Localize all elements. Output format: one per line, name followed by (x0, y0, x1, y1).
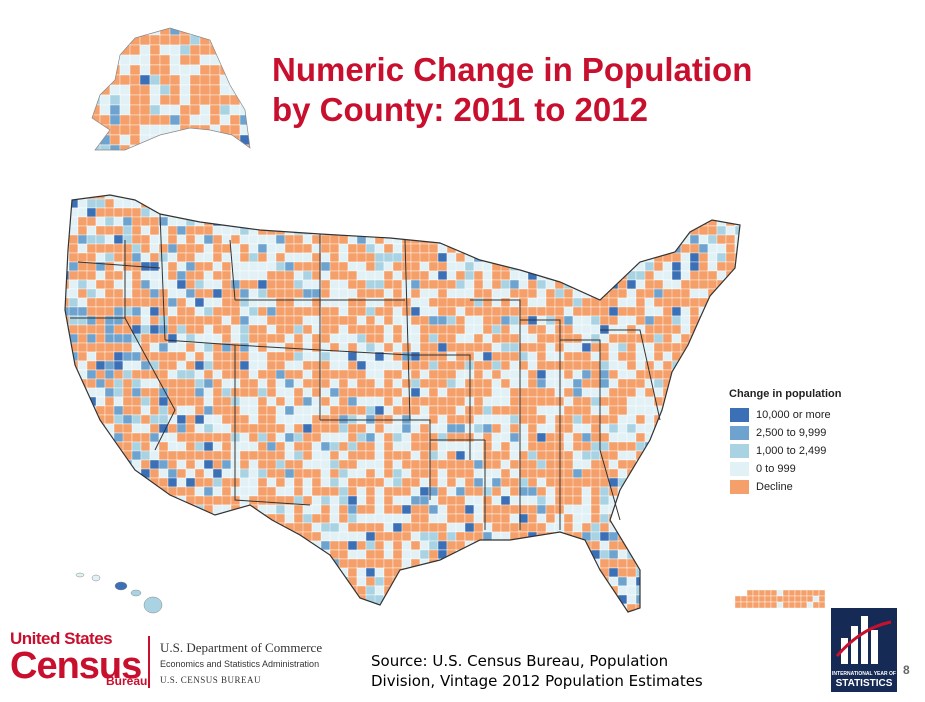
legend-item: 10,000 or more (729, 406, 841, 424)
legend-item: Decline (729, 478, 841, 496)
legend-label: 10,000 or more (756, 409, 831, 421)
legend-label: Decline (756, 481, 793, 493)
title-line-2: by County: 2011 to 2012 (272, 91, 648, 128)
international-year-of-statistics-logo: INTERNATIONAL YEAR OF STATISTICS (831, 608, 897, 692)
alaska-outline (91, 27, 251, 151)
legend-label: 1,000 to 2,499 (756, 445, 827, 457)
iys-bars-icon (835, 616, 892, 664)
legend-item: 1,000 to 2,499 (729, 442, 841, 460)
legend-item: 2,500 to 9,999 (729, 424, 841, 442)
census-logo-bureau: Bureau (106, 674, 148, 688)
source-note: Source: U.S. Census Bureau, Population D… (371, 651, 703, 691)
source-line-1: Source: U.S. Census Bureau, Population (371, 652, 669, 670)
legend-item: 0 to 999 (729, 460, 841, 478)
puerto-rico (734, 589, 826, 609)
department-block: U.S. Department of Commerce Economics an… (160, 640, 322, 685)
legend-title: Change in population (729, 388, 842, 400)
title-line-1: Numeric Change in Population (272, 51, 753, 88)
dept-line-1: U.S. Department of Commerce (160, 640, 323, 655)
state-borders (70, 213, 661, 530)
legend-swatch (729, 425, 750, 441)
census-bureau-logo: United States Census Bureau (10, 629, 148, 690)
legend-swatch (729, 461, 750, 477)
source-line-2: Division, Vintage 2012 Population Estima… (371, 672, 703, 690)
alaska-counties (92, 28, 250, 150)
legend-swatch (729, 479, 750, 495)
footer-divider (148, 636, 150, 688)
dept-line-2: Economics and Statistics Administration (160, 659, 320, 669)
legend-label: 2,500 to 9,999 (756, 427, 827, 439)
conus-outline (64, 194, 741, 613)
map-legend: Change in population 10,000 or more 2,50… (729, 388, 841, 496)
iys-line-1: INTERNATIONAL YEAR OF (832, 671, 896, 677)
iys-text: INTERNATIONAL YEAR OF STATISTICS (831, 670, 897, 689)
legend-swatch (729, 443, 750, 459)
census-logo-top: United States (10, 629, 113, 648)
hawaii (75, 572, 163, 614)
legend-label: 0 to 999 (756, 463, 796, 475)
page-title: Numeric Change in Population by County: … (272, 50, 752, 130)
page-number: 8 (903, 663, 910, 677)
iys-line-2: STATISTICS (835, 678, 893, 689)
census-logo-main: Census (10, 645, 142, 687)
legend-swatch (729, 407, 750, 423)
dept-line-3: U.S. CENSUS BUREAU (160, 675, 262, 685)
